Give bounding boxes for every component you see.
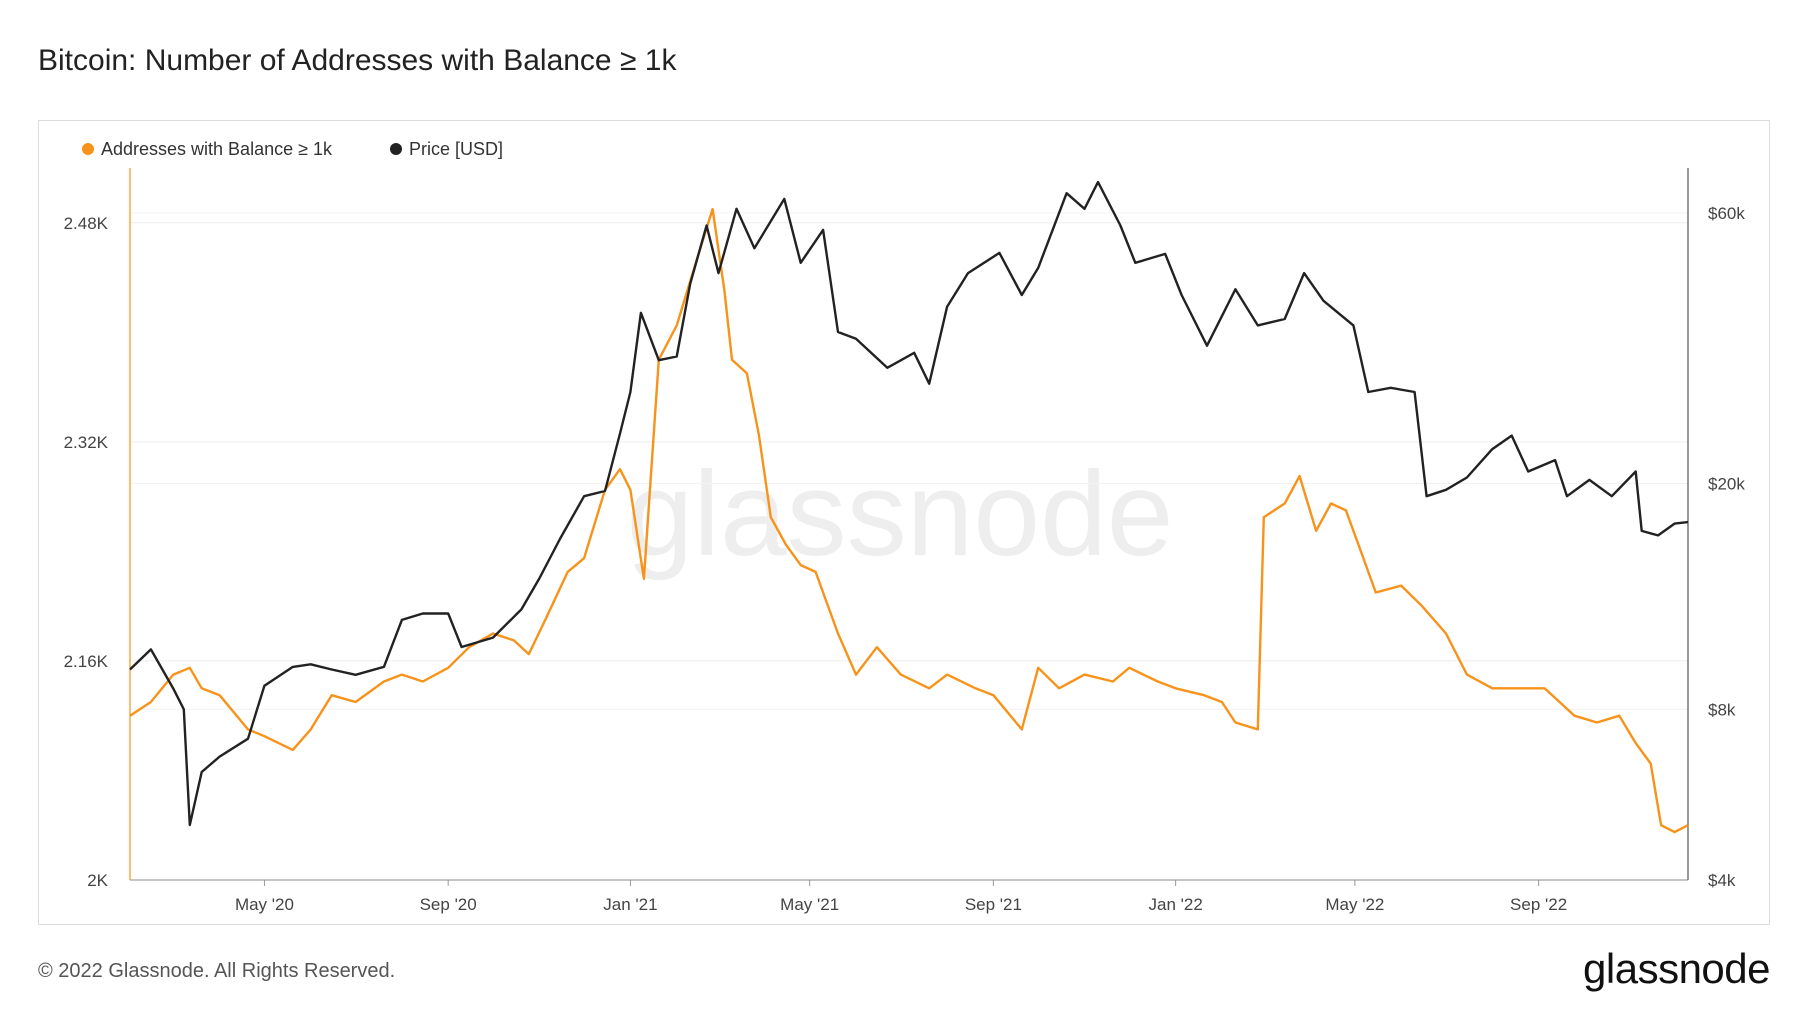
x-tick-label: May '21 — [780, 895, 839, 914]
x-tick-label: Sep '21 — [965, 895, 1022, 914]
legend-item-label[interactable]: Addresses with Balance ≥ 1k — [101, 139, 333, 159]
chart-title: Bitcoin: Number of Addresses with Balanc… — [38, 44, 677, 77]
series-line-price — [129, 180, 1689, 827]
legend[interactable]: Addresses with Balance ≥ 1k Price [USD] — [82, 139, 503, 159]
legend-marker — [82, 143, 94, 155]
x-tick-label: May '22 — [1325, 895, 1384, 914]
glassnode-logo[interactable]: glassnode — [1583, 945, 1770, 992]
x-tick-label: May '20 — [235, 895, 294, 914]
y-right-tick-label: $4k — [1708, 871, 1736, 890]
series-line-addresses — [129, 207, 1689, 834]
y-right-tick-label: $60k — [1708, 204, 1745, 223]
y-left-tick-label: 2.48K — [64, 214, 109, 233]
y-left-tick-label: 2K — [87, 871, 108, 890]
y-left-tick-label: 2.32K — [64, 433, 109, 452]
x-tick-label: Sep '22 — [1510, 895, 1567, 914]
copyright-text: © 2022 Glassnode. All Rights Reserved. — [38, 960, 396, 982]
legend-marker — [390, 143, 402, 155]
series-group — [129, 180, 1689, 834]
axes: 2K 2.16K 2.32K 2.48K $4k $8k $20k $60k May '20 Se… — [64, 168, 1745, 914]
y-right-tick-label: $8k — [1708, 700, 1736, 719]
legend-item-label[interactable]: Price [USD] — [409, 139, 503, 159]
x-tick-label: Jan '22 — [1148, 895, 1202, 914]
y-right-tick-label: $20k — [1708, 475, 1745, 494]
chart-frame — [38, 120, 1770, 925]
x-tick-label: Jan '21 — [603, 895, 657, 914]
y-left-tick-label: 2.16K — [64, 652, 109, 671]
x-tick-label: Sep '20 — [420, 895, 477, 914]
watermark-text: glassnode — [626, 447, 1173, 581]
